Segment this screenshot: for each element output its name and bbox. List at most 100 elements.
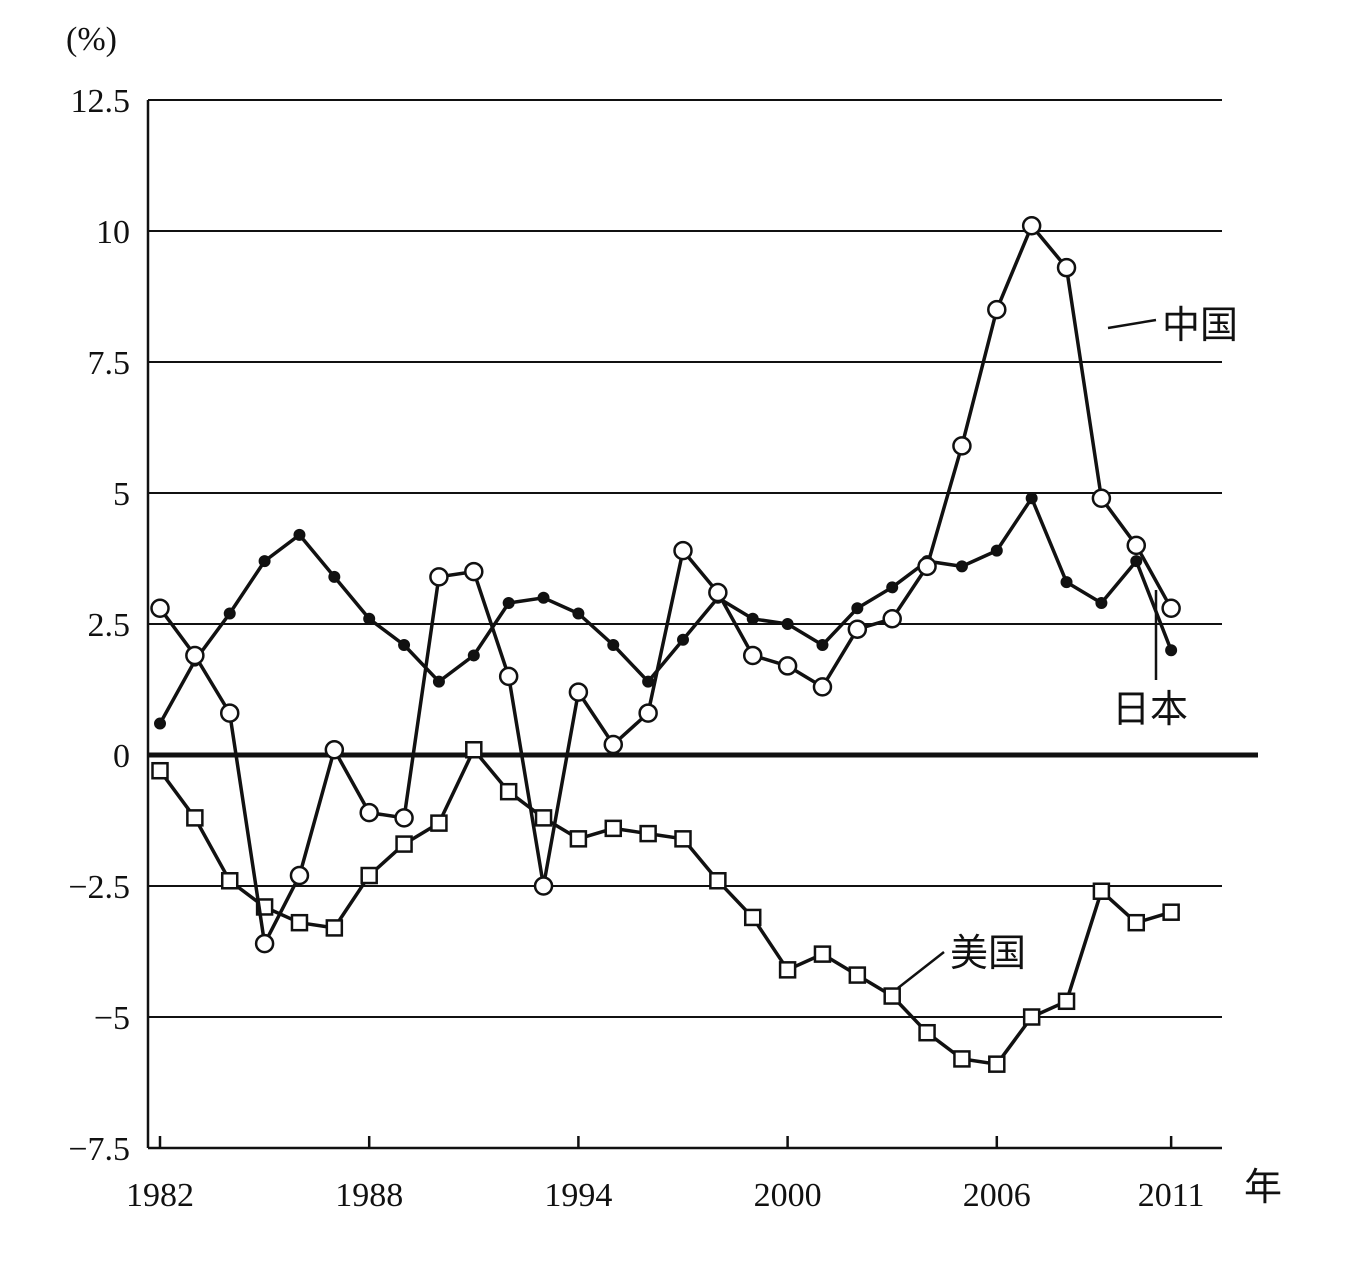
data-point-dot xyxy=(502,597,515,610)
y-tick-label: −7.5 xyxy=(68,1131,130,1168)
data-point-square xyxy=(604,819,623,838)
data-point-circle xyxy=(603,734,624,755)
data-point-circle xyxy=(638,703,658,723)
data-point-circle xyxy=(568,682,589,702)
data-point-circle xyxy=(708,582,728,603)
y-tick-label: 7.5 xyxy=(88,345,131,382)
data-point-circle xyxy=(917,556,937,577)
data-point-dot xyxy=(677,633,689,646)
data-point-dot xyxy=(328,570,341,583)
data-point-square xyxy=(186,809,204,827)
data-point-dot xyxy=(154,717,166,730)
data-point-square xyxy=(918,1023,936,1042)
data-point-square xyxy=(430,814,448,832)
data-point-dot xyxy=(851,602,864,615)
data-point-circle xyxy=(464,561,484,582)
series-1 xyxy=(154,492,1178,730)
data-point-dot xyxy=(1025,492,1038,505)
data-point-dot xyxy=(781,618,794,630)
data-point-dot xyxy=(886,581,899,594)
data-point-dot xyxy=(607,638,620,651)
y-tick-label: 12.5 xyxy=(71,83,131,120)
series-line xyxy=(158,496,1173,725)
data-point-circle xyxy=(1126,535,1147,556)
data-point-circle xyxy=(498,666,519,687)
data-point-square xyxy=(151,761,169,780)
x-tick-label: 2011 xyxy=(1138,1177,1205,1214)
data-point-dot xyxy=(258,555,271,568)
data-point-circle xyxy=(1161,598,1181,619)
data-point-circle xyxy=(987,299,1007,320)
y-tick-label: 2.5 xyxy=(88,607,131,644)
data-point-square xyxy=(465,741,483,759)
y-tick-label: −5 xyxy=(94,1000,130,1037)
data-point-square xyxy=(953,1050,971,1068)
data-point-square xyxy=(1057,992,1076,1011)
y-unit-label: (%) xyxy=(66,21,117,58)
y-tick-label: 0 xyxy=(113,738,130,775)
data-point-dot xyxy=(1060,576,1073,589)
data-point-square xyxy=(848,966,867,984)
x-tick-labels: 1982 1988 1994 2000 2006 2011 xyxy=(126,1177,1205,1214)
y-tick-labels: 12.5 10 7.5 5 2.5 0 −2.5 −5 −7.5 xyxy=(68,83,130,1168)
data-point-circle xyxy=(1021,216,1042,236)
gridlines xyxy=(148,99,1258,1018)
data-point-square xyxy=(639,824,657,843)
x-tick-label: 1994 xyxy=(544,1177,612,1214)
japan-series-label: 日本 xyxy=(1112,687,1188,731)
x-tick-label: 1982 xyxy=(126,1177,194,1214)
x-tick-label: 2006 xyxy=(963,1177,1031,1214)
data-point-dot xyxy=(223,607,236,620)
data-point-square xyxy=(1022,1008,1041,1026)
data-point-circle xyxy=(394,808,414,828)
data-point-dot xyxy=(642,675,655,688)
y-tick-label: 10 xyxy=(96,214,130,251)
data-point-dot xyxy=(746,612,759,625)
data-point-dot xyxy=(293,528,306,541)
data-point-square xyxy=(709,872,727,890)
data-point-circle xyxy=(777,656,798,676)
data-point-circle xyxy=(882,609,902,629)
data-point-circle xyxy=(254,933,275,954)
data-point-circle xyxy=(185,645,205,666)
y-tick-label: −2.5 xyxy=(68,869,130,906)
data-point-square xyxy=(674,830,692,848)
data-point-square xyxy=(988,1055,1006,1073)
data-point-square xyxy=(325,919,344,937)
data-point-square xyxy=(360,866,378,885)
data-point-dot xyxy=(432,675,445,688)
data-point-circle xyxy=(219,703,240,723)
data-point-circle xyxy=(1091,488,1112,508)
data-point-circle xyxy=(150,598,170,619)
china-leader-line xyxy=(1107,318,1157,330)
china-series-label: 中国 xyxy=(1162,303,1238,347)
data-point-circle xyxy=(533,876,554,896)
data-point-circle xyxy=(359,802,379,823)
data-point-dot xyxy=(1095,597,1108,610)
data-point-circle xyxy=(673,540,693,561)
us-series-label: 美国 xyxy=(950,931,1026,975)
data-point-square xyxy=(883,987,901,1005)
data-point-square xyxy=(778,961,797,979)
series-annotations: 中国 日本 美国 xyxy=(897,303,1238,989)
data-point-square xyxy=(569,830,588,848)
data-point-square xyxy=(1092,882,1111,900)
series-line xyxy=(158,224,1173,946)
data-point-circle xyxy=(952,436,972,456)
us-leader-line xyxy=(897,951,945,989)
data-point-square xyxy=(1127,913,1146,932)
data-point-dot xyxy=(363,612,376,625)
data-point-square xyxy=(813,945,832,963)
data-point-dot xyxy=(990,544,1003,557)
x-tick-label: 1988 xyxy=(335,1177,403,1214)
data-point-circle xyxy=(847,619,868,639)
data-point-circle xyxy=(1056,257,1077,278)
data-point-dot xyxy=(572,607,585,620)
data-point-square xyxy=(290,913,309,932)
series xyxy=(150,216,1181,1073)
data-point-dot xyxy=(467,649,480,662)
data-point-circle xyxy=(429,567,449,587)
data-point-dot xyxy=(1130,555,1143,568)
x-axis-suffix: 年 xyxy=(1244,1165,1282,1209)
